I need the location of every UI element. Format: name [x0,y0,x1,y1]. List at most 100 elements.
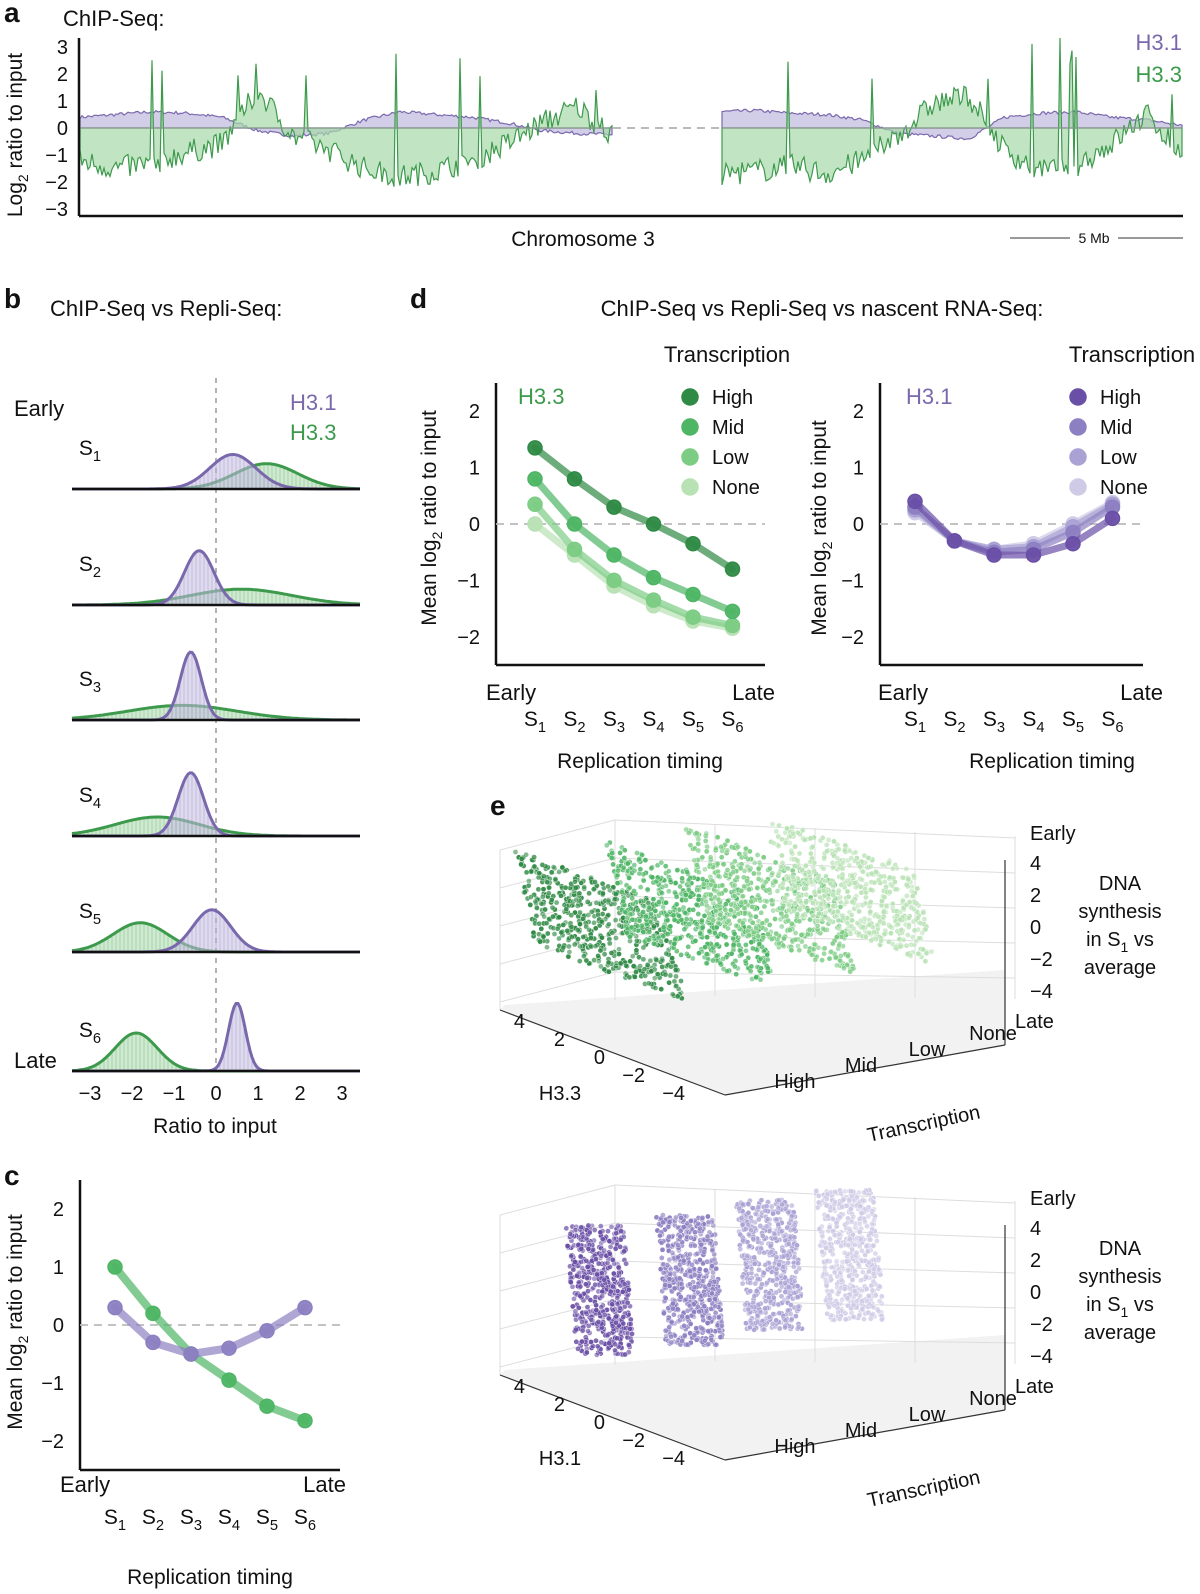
panel-e-point-Mid [705,1213,711,1220]
panel-e-point-High [616,951,622,957]
panel-e-point-High [617,1236,624,1243]
panel-e-point-High [568,912,575,919]
panel-e-point-Mid [627,905,634,912]
panel-e-point-Mid [666,1283,673,1289]
panel-e-point-Mid [681,926,688,933]
panel-e-point-High [627,958,633,965]
panel-d-legend-green-marker-Mid [681,418,699,436]
panel-e-point-Mid [701,913,708,919]
panel-a-xlabel: Chromosome 3 [511,228,655,251]
panel-e-point-Mid [671,1311,677,1318]
panel-e-point-Low [742,1226,749,1232]
panel-e-point-High [584,1275,590,1281]
panel-e-point-High [659,964,666,970]
panel-e-point-Low [737,865,744,872]
panel-e-point-None [792,883,798,889]
panel-c-xtick-S3: S3 [180,1506,202,1534]
panel-e-point-High [607,940,613,947]
panel-d-h31-plot: 2 1 0 −1 −2 S1 S2 S3 S4 S5 S6 [841,383,1143,736]
panel-e-point-None [853,1249,860,1256]
panel-e-point-None [911,927,918,934]
panel-e-point-Mid [631,862,638,868]
panel-e-point-Mid [699,1325,706,1332]
panel-e-point-Low [738,888,745,894]
panel-e-point-Low [756,859,763,866]
panel-e-point-Low [794,1294,801,1300]
panel-e-point-None [803,891,810,898]
panel-d-h33-point-Mid-S4 [645,569,662,586]
panel-e-point-Mid [646,904,653,911]
panel-e-point-Mid [648,910,654,917]
panel-e-point-High [572,878,578,885]
panel-e-point-None [779,852,785,859]
panel-e-point-Mid [708,1337,715,1343]
panel-e-point-High [668,963,674,970]
panel-e-point-Low [744,878,750,884]
panel-d-legend-purple-marker-Low [1069,448,1087,466]
panel-e-point-High [558,893,564,899]
panel-e-point-High [572,1259,578,1265]
panel-e-point-High [578,1245,585,1252]
panel-e-point-Mid [708,1306,714,1312]
panel-e-point-High [651,923,657,930]
panel-e-point-High [617,960,624,967]
panel-e-point-None [858,1210,865,1216]
panel-e-point-None [850,1214,857,1220]
panel-b-xtick: 0 [210,1083,221,1105]
panel-e-point-Mid [626,884,633,891]
panel-e-point-None [904,893,910,899]
panel-e-point-Mid [673,901,680,908]
panel-e-point-Low [732,882,738,889]
panel-e-point-High [579,1319,585,1325]
panel-d-h31-xtick-S2: S2 [943,708,965,736]
panel-e-point-Low [724,847,731,854]
panel-e-point-Low [751,870,757,877]
panel-e-point-High [642,973,649,979]
panel-b-xlabel: Ratio to input [153,1115,277,1138]
panel-e-point-None [874,922,881,929]
panel-e-point-None [854,903,861,909]
panel-e-point-None [880,909,887,915]
panel-e-point-None [828,1264,835,1271]
panel-e-point-None [834,855,841,861]
panel-e-point-Mid [757,976,764,983]
panel-d-h31-ytick: −1 [841,570,864,592]
panel-e-point-High [540,933,547,940]
panel-e-point-Mid [764,956,771,963]
panel-e-point-None [905,932,911,938]
panel-e-point-High [541,913,548,920]
panel-e-point-None [822,878,829,884]
panel-e-point-High [560,922,567,928]
panel-d-h33-point-High-S3 [606,499,622,515]
panel-e-point-None [788,849,795,856]
panel-e-point-None [846,1273,852,1279]
panel-e-point-Mid [667,923,674,930]
panel-e-point-Low [734,905,741,912]
panel-e-point-High [633,969,639,975]
panel-e-point-None [887,923,894,930]
panel-e-point-None [854,1272,860,1279]
panel-e-point-Mid [653,1214,660,1221]
panel-e-point-High [669,991,676,998]
panel-e-point-None [879,1316,885,1323]
panel-e-point-Low [751,1254,758,1261]
panel-e-point-High [621,1281,628,1287]
panel-e-point-Low [714,834,721,841]
panel-e-point-Mid [649,874,656,881]
panel-d-h33-point-High-S6 [724,561,741,577]
panel-e-point-Mid [637,866,644,873]
panel-e-point-Mid [681,1332,688,1339]
panel-e-point-None [865,855,872,861]
panel-d-h33-plot: 2 1 0 −1 −2 S1 S2 S3 S4 S5 S6 [457,383,765,736]
panel-e-point-Low [778,1293,785,1300]
panel-e-point-High [601,1276,608,1283]
panel-e-point-None [849,1193,855,1200]
panel-e-point-None [856,1312,863,1319]
panel-e-point-None [842,1316,849,1323]
panel-e-point-None [871,1266,877,1273]
panel-d: d ChIP-Seq vs Repli-Seq vs nascent RNA-S… [410,283,1195,773]
panel-e-xtick-None: None [969,1388,1017,1410]
panel-e-point-Mid [687,1251,693,1258]
panel-c-xtick-S6: S6 [294,1506,316,1534]
panel-e-point-Low [696,869,702,876]
